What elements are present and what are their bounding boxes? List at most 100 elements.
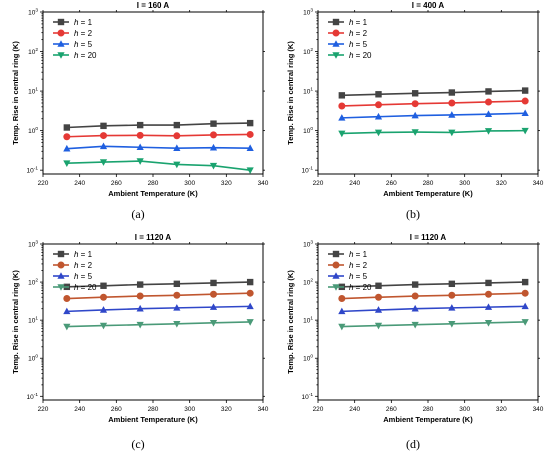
series-line xyxy=(341,321,526,328)
y-axis-label: Temp. Rise in central ring (K) xyxy=(286,41,295,145)
y-tick-label: 100 xyxy=(303,354,313,363)
data-point xyxy=(63,323,71,331)
x-tick-label: 320 xyxy=(496,406,507,413)
legend-marker xyxy=(332,52,340,59)
legend-marker xyxy=(57,18,65,26)
series-1 xyxy=(338,87,529,99)
series-3 xyxy=(338,109,529,121)
series-line xyxy=(66,133,251,138)
legend-label: h = 20 xyxy=(349,283,372,292)
series-4 xyxy=(338,127,529,138)
legend-item: h = 1 xyxy=(328,18,368,27)
data-point xyxy=(246,130,254,138)
data-point xyxy=(136,143,144,151)
y-axis-label: Temp. Rise in central ring (K) xyxy=(11,270,20,374)
legend-label: h = 1 xyxy=(74,250,93,259)
data-point xyxy=(448,111,456,118)
series-line xyxy=(66,305,251,313)
legend-item: h = 2 xyxy=(53,29,93,38)
data-point xyxy=(374,129,383,137)
series-line xyxy=(66,292,251,300)
data-point xyxy=(136,131,144,139)
chart-title: I = 1120 A xyxy=(135,233,172,242)
x-tick-label: 260 xyxy=(386,180,397,187)
data-point xyxy=(173,321,181,328)
data-point xyxy=(338,307,346,315)
series-3 xyxy=(63,302,254,315)
data-point xyxy=(411,304,419,312)
y-tick-label: 103 xyxy=(28,8,38,17)
legend-label: h = 1 xyxy=(74,18,93,27)
data-point xyxy=(100,282,107,289)
data-point xyxy=(63,124,71,131)
data-point xyxy=(521,302,529,310)
data-point xyxy=(485,88,492,95)
x-tick-label: 300 xyxy=(459,406,470,413)
data-point xyxy=(448,304,456,311)
data-point xyxy=(173,121,181,129)
data-point xyxy=(63,295,71,303)
x-axis-label: Ambient Temperature (K) xyxy=(383,415,473,424)
data-point xyxy=(210,120,217,127)
series-4 xyxy=(63,319,254,331)
panel-caption: (c) xyxy=(131,437,144,451)
legend-label: h = 1 xyxy=(349,18,368,27)
x-tick-label: 320 xyxy=(496,180,507,187)
legend-marker xyxy=(332,40,340,47)
legend-item: h = 5 xyxy=(328,40,368,49)
x-tick-label: 340 xyxy=(533,406,544,413)
chart-title: I = 160 A xyxy=(137,1,170,10)
chart-panel-b: 220 240 260 280 300 320 340 10-1 100 101 102 103 Amb… xyxy=(286,1,544,221)
x-tick-label: 320 xyxy=(221,180,232,187)
x-tick-label: 220 xyxy=(38,180,49,187)
data-point xyxy=(210,290,217,298)
series-line xyxy=(341,305,526,313)
legend-label: h = 2 xyxy=(74,261,93,270)
data-point xyxy=(63,144,71,152)
data-point xyxy=(485,290,492,298)
x-tick-label: 240 xyxy=(349,180,360,187)
y-axis-label: Temp. Rise in central ring (K) xyxy=(11,41,20,145)
panel-caption: (b) xyxy=(406,207,420,221)
x-tick-label: 280 xyxy=(148,406,159,413)
data-point xyxy=(448,291,456,299)
data-point xyxy=(448,89,456,96)
data-point xyxy=(136,158,144,165)
data-point xyxy=(136,292,144,300)
data-point xyxy=(448,280,456,288)
legend-label: h = 5 xyxy=(74,272,93,281)
data-point xyxy=(338,114,346,121)
panel-caption: (d) xyxy=(406,437,420,451)
series-line xyxy=(341,112,526,119)
series-line xyxy=(341,100,526,107)
x-tick-label: 340 xyxy=(533,180,544,187)
data-point xyxy=(99,306,108,313)
x-tick-label: 280 xyxy=(423,406,434,413)
data-point xyxy=(338,323,346,331)
y-tick-label: 10-1 xyxy=(302,392,314,401)
panel-caption: (a) xyxy=(131,207,144,221)
y-tick-label: 101 xyxy=(28,87,38,96)
series-line xyxy=(66,160,251,171)
legend-item: h = 20 xyxy=(328,283,372,292)
x-tick-label: 340 xyxy=(258,180,269,187)
y-tick-label: 10-1 xyxy=(302,166,314,175)
legend-label: h = 5 xyxy=(74,40,93,49)
x-tick-label: 240 xyxy=(74,180,85,187)
legend-item: h = 5 xyxy=(328,272,368,281)
data-point xyxy=(375,91,382,98)
legend-label: h = 5 xyxy=(349,40,368,49)
y-axis-label: Temp. Rise in central ring (K) xyxy=(286,270,295,374)
data-point xyxy=(246,119,254,127)
data-point xyxy=(338,102,346,110)
legend-label: h = 5 xyxy=(349,272,368,281)
data-point xyxy=(63,307,71,315)
series-line xyxy=(66,145,251,150)
chart-panel-a: 220 240 260 280 300 320 340 10-1 100 101 102 103 Amb… xyxy=(11,1,269,221)
series-4 xyxy=(63,158,254,174)
x-tick-label: 280 xyxy=(423,180,434,187)
data-point xyxy=(100,132,107,140)
data-point xyxy=(173,144,181,151)
legend-label: h = 2 xyxy=(74,29,93,38)
chart-panel-c: 220 240 260 280 300 320 340 10-1 100 101 102 103 Amb… xyxy=(11,233,269,451)
